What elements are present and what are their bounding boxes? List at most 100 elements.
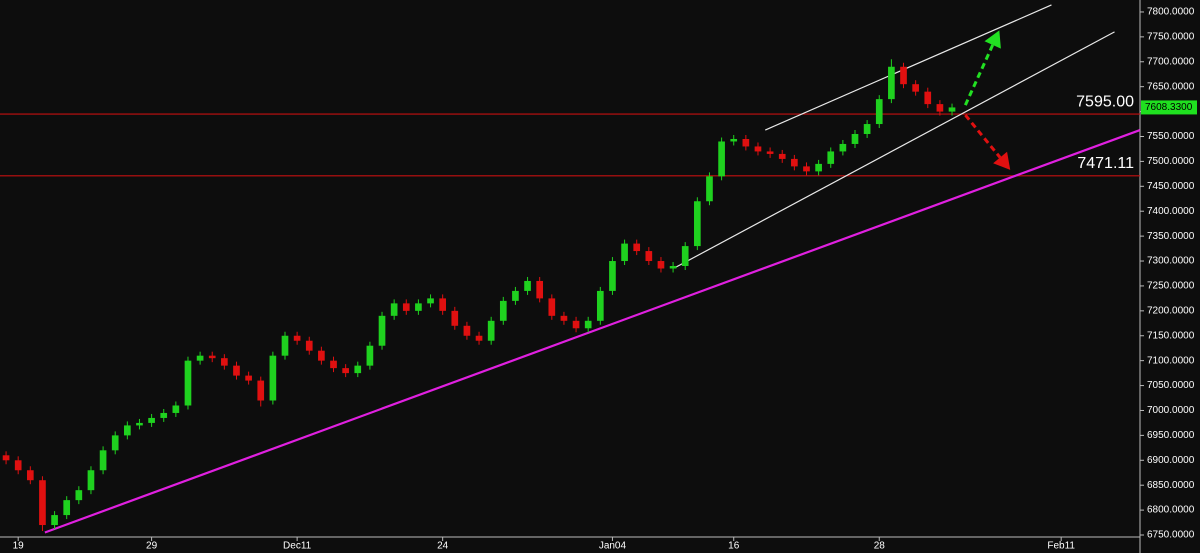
candle-body: [851, 134, 859, 144]
candle-body: [172, 405, 180, 413]
candle-body: [863, 124, 871, 135]
candle-body: [354, 365, 362, 374]
candle-body: [948, 107, 956, 112]
candle-body: [14, 460, 22, 471]
candle-body: [221, 358, 228, 366]
candle-body: [875, 99, 883, 125]
candle-body: [257, 380, 265, 401]
candle-body: [111, 435, 119, 451]
candle-body: [524, 280, 531, 291]
candle-body: [463, 325, 471, 336]
x-tick-label: 28: [874, 541, 886, 552]
candle-body: [305, 340, 313, 351]
x-tick-label: 19: [13, 541, 25, 552]
candle-body: [499, 300, 507, 321]
trendline: [765, 4, 1052, 131]
candle-body: [415, 303, 422, 311]
y-tick-label: 7500.0000: [1147, 156, 1195, 167]
candle-body: [475, 335, 483, 341]
x-tick-label: Dec11: [283, 541, 312, 552]
candle-body: [512, 290, 519, 301]
candle-body: [330, 360, 337, 369]
candle-body: [233, 365, 240, 376]
candle-body: [2, 455, 10, 461]
y-tick-label: 6850.0000: [1147, 480, 1195, 491]
candle-body: [99, 450, 107, 471]
candle-body: [936, 104, 944, 112]
candle-body: [51, 515, 58, 526]
candle-body: [803, 166, 810, 172]
candle-body: [621, 243, 628, 262]
candle-body: [912, 84, 919, 92]
candle-body: [839, 143, 847, 152]
y-tick-label: 7700.0000: [1147, 56, 1195, 67]
x-tick-label: Feb11: [1047, 541, 1075, 552]
candle-body: [136, 422, 143, 426]
candle-body: [402, 303, 410, 311]
trendline: [44, 128, 1140, 534]
candle-body: [572, 320, 580, 329]
x-tick-label: 29: [146, 541, 158, 552]
candle-body: [730, 138, 738, 142]
y-tick-label: 7650.0000: [1147, 81, 1195, 92]
candle-body: [924, 91, 932, 105]
y-tick-label: 7550.0000: [1147, 131, 1195, 142]
candle-body: [560, 315, 568, 321]
candle-body: [815, 163, 822, 172]
y-tick-label: 7250.0000: [1147, 281, 1195, 292]
y-tick-label: 7100.0000: [1147, 355, 1195, 366]
y-tick-label: 6900.0000: [1147, 455, 1195, 466]
plot-area: [0, 4, 1140, 534]
candle-body: [754, 146, 762, 152]
candle-body: [439, 298, 446, 311]
y-tick-label: 7050.0000: [1147, 380, 1195, 391]
trendline: [674, 31, 1115, 269]
candle-body: [536, 280, 544, 299]
candle-body: [63, 500, 71, 516]
y-tick-label: 7750.0000: [1147, 32, 1195, 43]
candle-body: [281, 335, 289, 356]
arrow-head: [984, 30, 1001, 49]
candle-body: [718, 141, 725, 177]
axes: 6750.0000 6800.0000 6850.0000 6900.0000 6950…: [13, 7, 1197, 552]
level-label: 7595.00: [1076, 93, 1134, 110]
candle-body: [681, 246, 689, 267]
candle-body: [269, 355, 277, 401]
candle-body: [706, 176, 713, 202]
y-tick-label: 7800.0000: [1147, 7, 1195, 18]
x-tick-label: 24: [437, 541, 449, 552]
candle-body: [427, 298, 434, 304]
candle-body: [148, 417, 155, 423]
price-tag-label: 7608.3300: [1145, 102, 1193, 113]
candle-body: [390, 303, 398, 316]
candle-body: [657, 261, 665, 269]
candle-body: [160, 412, 168, 418]
arrow-head: [993, 151, 1011, 170]
candle-body: [487, 320, 495, 341]
candle-body: [39, 480, 46, 526]
candle-body: [293, 335, 301, 341]
arrow-shaft: [964, 114, 1002, 159]
candle-body: [208, 355, 216, 359]
y-tick-label: 7450.0000: [1147, 181, 1195, 192]
candle-body: [245, 375, 252, 381]
y-tick-label: 6950.0000: [1147, 430, 1195, 441]
candle-body: [791, 158, 798, 167]
candle-body: [669, 266, 677, 269]
candle-body: [900, 66, 907, 85]
candle-body: [366, 345, 374, 366]
candle-body: [451, 310, 459, 326]
candle-body: [584, 320, 592, 329]
candle-body: [75, 490, 83, 501]
candle-body: [87, 470, 95, 491]
candle-body: [184, 360, 192, 406]
y-tick-label: 7000.0000: [1147, 405, 1195, 416]
candle-body: [742, 138, 750, 147]
candle-body: [827, 151, 835, 164]
candle-body: [766, 151, 774, 154]
y-tick-label: 7200.0000: [1147, 305, 1195, 316]
price-tag: [1141, 100, 1197, 115]
y-tick-label: 6800.0000: [1147, 505, 1195, 516]
